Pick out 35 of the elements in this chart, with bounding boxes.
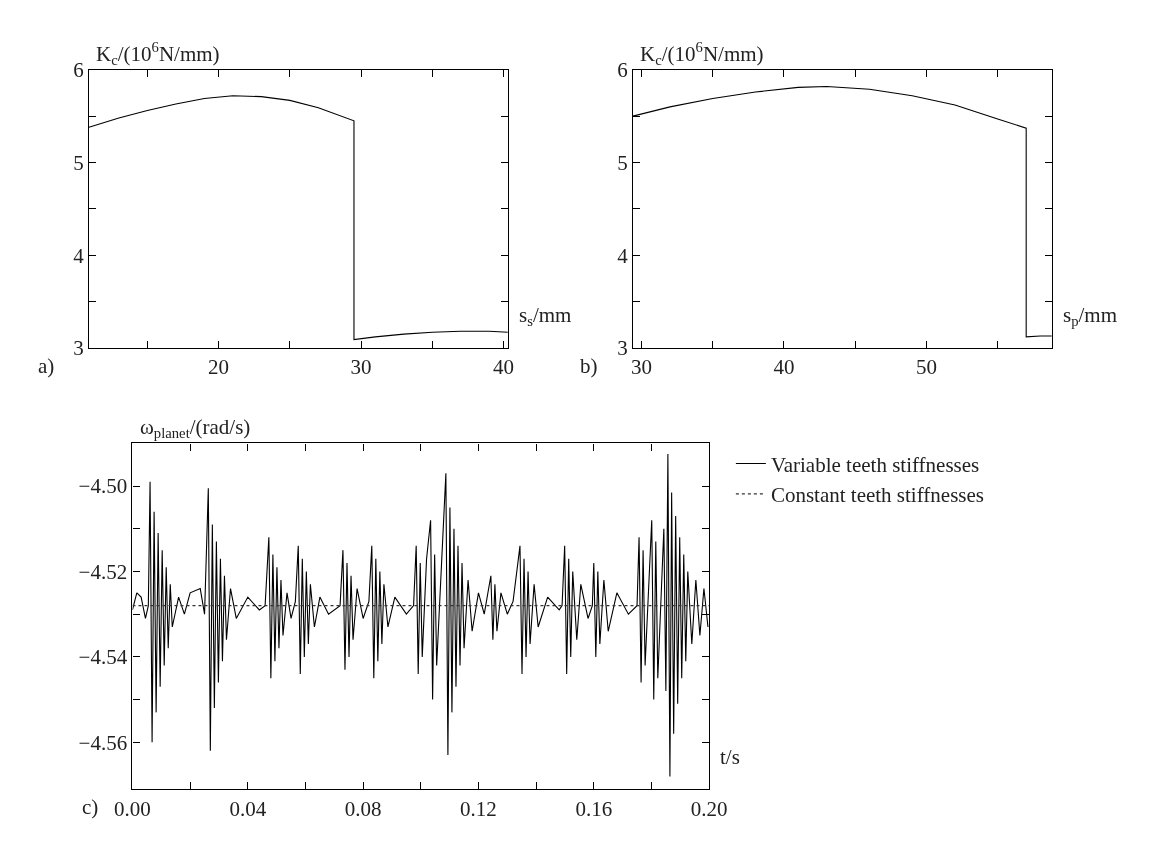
- x-tick-label: 0.00: [114, 796, 151, 821]
- y-axis-title: K$_{c}$/(10$^{6}$N/mm): [96, 39, 220, 69]
- x-tick-label: 0.12: [460, 796, 497, 821]
- y-axis-title: K$_{c}$/(10$^{6}$N/mm): [640, 39, 764, 69]
- y-tick-label: 3: [73, 336, 84, 361]
- x-tick-label: 30: [631, 355, 653, 380]
- legend-label: Variable teeth stiffnesses: [770, 452, 980, 477]
- x-tick-label: 40: [493, 355, 515, 380]
- y-tick-label: 4: [617, 243, 629, 268]
- y-tick-label: 5: [617, 150, 628, 175]
- y-tick-label: 3: [617, 336, 628, 361]
- x-tick-label: 50: [915, 355, 937, 380]
- legend-label: Constant teeth stiffnesses: [770, 483, 984, 508]
- x-axis-title: s$_{s}$/mm: [519, 303, 572, 330]
- y-tick-label: −4.50: [78, 474, 128, 499]
- y-tick-label: −4.54: [78, 645, 128, 670]
- y-tick-label: 4: [73, 243, 85, 268]
- x-tick-label: 40: [773, 355, 795, 380]
- text: c): [82, 795, 99, 819]
- text: b): [580, 354, 598, 378]
- y-tick-label: −4.56: [78, 730, 128, 755]
- y-tick-label: −4.52: [78, 559, 128, 584]
- y-tick-label: 6: [73, 58, 84, 83]
- y-tick-label: 5: [73, 150, 84, 175]
- x-tick-label: 30: [350, 355, 372, 380]
- text: a): [38, 354, 55, 378]
- x-axis-title: s$_{p}$/mm: [1063, 303, 1118, 330]
- x-tick-label: 0.16: [575, 796, 613, 821]
- y-tick-label: 6: [617, 58, 628, 83]
- x-tick-label: 20: [208, 355, 230, 380]
- x-tick-label: 0.04: [229, 796, 267, 821]
- y-axis-title: ω$_{planet}$/(rad/s): [140, 415, 251, 442]
- x-tick-label: 0.20: [690, 796, 728, 821]
- x-tick-label: 0.08: [344, 796, 382, 821]
- x-axis-title: t/s: [720, 745, 740, 769]
